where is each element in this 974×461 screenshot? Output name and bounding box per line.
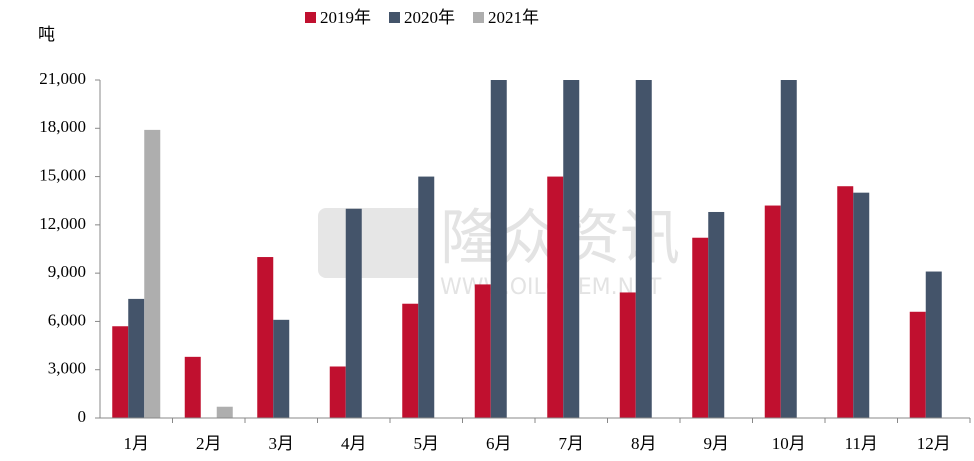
watermark-logo xyxy=(318,208,428,278)
x-tick-label: 7月 xyxy=(559,434,585,453)
legend-label: 2020年 xyxy=(404,8,455,27)
x-tick-label: 2月 xyxy=(196,434,222,453)
bar xyxy=(837,186,854,418)
bar xyxy=(144,129,161,418)
bar xyxy=(128,298,145,418)
y-tick-label: 12,000 xyxy=(39,214,86,233)
x-tick-label: 10月 xyxy=(772,434,806,453)
bar xyxy=(909,311,926,418)
bar xyxy=(547,176,564,418)
bar xyxy=(184,356,201,418)
y-tick-label: 6,000 xyxy=(48,310,86,329)
bar xyxy=(418,176,435,418)
bar xyxy=(853,192,870,418)
y-tick-label: 18,000 xyxy=(39,117,86,136)
legend-swatch xyxy=(389,12,400,23)
legend-label: 2019年 xyxy=(320,8,371,27)
bar xyxy=(619,292,636,418)
bar xyxy=(925,271,942,418)
x-tick-label: 4月 xyxy=(341,434,367,453)
x-tick-label: 3月 xyxy=(269,434,295,453)
bar xyxy=(112,326,129,418)
bar xyxy=(345,208,362,418)
bar xyxy=(708,211,725,418)
y-tick-label: 3,000 xyxy=(48,359,86,378)
x-tick-label: 9月 xyxy=(704,434,730,453)
y-tick-label: 9,000 xyxy=(48,262,86,281)
y-tick-label: 0 xyxy=(78,407,87,426)
legend-swatch xyxy=(305,12,316,23)
bar xyxy=(635,80,652,418)
bar xyxy=(474,284,491,418)
bar xyxy=(402,303,419,418)
x-tick-label: 1月 xyxy=(124,434,150,453)
bar xyxy=(780,80,797,418)
bar xyxy=(216,406,233,418)
x-tick-label: 11月 xyxy=(845,434,878,453)
bar xyxy=(329,366,346,418)
bar xyxy=(563,80,580,418)
y-tick-label: 15,000 xyxy=(39,165,86,184)
y-tick-label: 21,000 xyxy=(39,69,86,88)
x-tick-label: 8月 xyxy=(631,434,657,453)
x-tick-label: 6月 xyxy=(486,434,512,453)
bar xyxy=(692,237,709,418)
y-axis-label: 吨 xyxy=(38,25,55,44)
legend-swatch xyxy=(473,12,484,23)
bar xyxy=(273,319,290,418)
x-tick-label: 5月 xyxy=(414,434,440,453)
bar xyxy=(490,80,507,418)
legend-label: 2021年 xyxy=(488,8,539,27)
bar xyxy=(764,205,781,418)
bar xyxy=(257,257,274,418)
x-tick-label: 12月 xyxy=(917,434,951,453)
